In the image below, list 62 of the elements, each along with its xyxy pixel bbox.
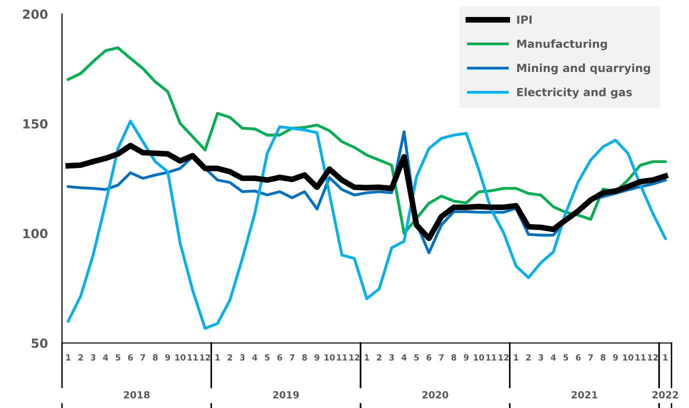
legend-label: Electricity and gas	[517, 88, 632, 99]
x-tick-label: 12	[349, 354, 360, 360]
text: 2022	[652, 391, 678, 398]
x-tick-label: 12	[648, 354, 658, 360]
x-tick-label: 9	[314, 354, 320, 361]
x-tick-label: 7	[588, 354, 593, 360]
x-tick-label: 7	[290, 354, 294, 360]
x-tick-label: 1	[663, 354, 668, 360]
x-tick-label: 2	[376, 354, 382, 360]
x-tick-label: 6	[277, 354, 282, 361]
x-tick-label: 12	[498, 354, 509, 360]
text: 2019	[273, 391, 299, 398]
x-tick-label: 8	[152, 354, 158, 361]
x-tick-label: 5	[264, 354, 270, 361]
text: 2021	[572, 391, 598, 398]
y-tick-label: 100	[23, 228, 48, 238]
x-tick-label: 1	[364, 354, 370, 360]
text: 2020	[422, 391, 448, 398]
x-tick-label: 2	[78, 354, 83, 360]
legend-label: Manufacturing	[517, 39, 607, 50]
x-tick-label: 8	[600, 354, 606, 361]
x-tick-label: 3	[240, 354, 245, 361]
x-tick-label: 10	[175, 354, 186, 361]
y-tick-label: 50	[32, 338, 48, 348]
x-tick-label: 2	[228, 354, 232, 360]
x-tick-label: 9	[165, 354, 170, 361]
x-tick-label: 10	[324, 354, 335, 361]
x-tick-label: 1	[66, 354, 71, 360]
x-tick-label: 11	[188, 354, 198, 360]
x-tick-label: 6	[576, 354, 581, 361]
x-tick-label: 7	[439, 354, 444, 360]
x-tick-label: 9	[613, 354, 618, 361]
x-tick-label: 5	[414, 354, 419, 361]
x-tick-label: 9	[464, 354, 469, 361]
x-tick-label: 10	[474, 354, 484, 361]
x-tick-label: 5	[564, 354, 568, 361]
x-tick-label: 3	[538, 354, 544, 361]
x-tick-label: 5	[116, 354, 120, 361]
x-tick-label: 8	[451, 354, 456, 361]
x-tick-label: 7	[140, 354, 146, 360]
x-tick-label: 2	[526, 354, 531, 360]
text: 2018	[124, 391, 150, 398]
x-tick-label: 3	[389, 354, 394, 361]
x-tick-label: 1	[216, 354, 220, 360]
y-tick-label: 150	[23, 119, 48, 129]
x-tick-label: 4	[252, 354, 258, 360]
x-tick-label: 8	[302, 354, 307, 361]
legend-label: IPI	[517, 16, 532, 24]
x-tick-label: 4	[550, 354, 556, 360]
x-tick-label: 6	[128, 354, 133, 361]
x-tick-label: 11	[636, 354, 646, 360]
legend-label: Mining and quarrying	[517, 64, 650, 74]
x-tick-label: 12	[200, 354, 210, 360]
x-tick-label: 1	[514, 354, 518, 360]
x-tick-label: 6	[426, 354, 432, 361]
x-tick-label: 11	[486, 354, 496, 360]
x-tick-label: 11	[337, 354, 348, 360]
x-tick-label: 4	[103, 354, 108, 360]
x-tick-label: 4	[402, 354, 407, 360]
y-tick-label: 200	[23, 9, 48, 19]
x-tick-label: 10	[623, 354, 634, 361]
x-tick-label: 3	[90, 354, 96, 361]
